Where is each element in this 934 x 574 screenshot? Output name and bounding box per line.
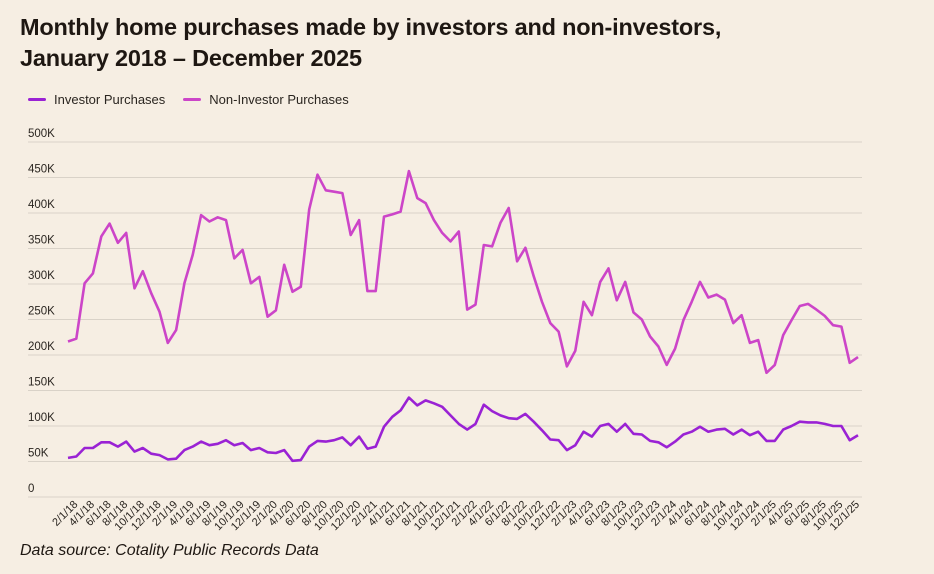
y-tick-label: 200K	[28, 341, 55, 353]
y-tick-label: 50K	[28, 448, 49, 460]
y-tick-label: 500K	[28, 128, 55, 140]
y-tick-label: 0	[28, 483, 34, 495]
data-source-note: Data source: Cotality Public Records Dat…	[20, 542, 319, 559]
chart-title-line-1: Monthly home purchases made by investors…	[20, 14, 722, 40]
y-tick-label: 300K	[28, 270, 55, 282]
legend-item-non-investor: Non-Investor Purchases	[183, 92, 349, 107]
y-tick-label: 450K	[28, 164, 55, 176]
y-tick-label: 250K	[28, 306, 55, 318]
legend-swatch-non-investor	[183, 98, 202, 101]
legend-item-investor: Investor Purchases	[28, 92, 165, 107]
chart-title: Monthly home purchases made by investors…	[20, 12, 721, 74]
legend-swatch-investor	[28, 98, 46, 101]
non-investor-purchases-line	[67, 169, 859, 375]
y-tick-label: 100K	[28, 412, 55, 424]
chart-title-line-2: January 2018 – December 2025	[20, 45, 362, 71]
legend: Investor Purchases Non-Investor Purchase…	[28, 92, 349, 107]
y-tick-label: 350K	[28, 235, 55, 247]
investor-purchases-line	[67, 396, 859, 463]
legend-label-non-investor: Non-Investor Purchases	[209, 92, 349, 107]
y-tick-label: 400K	[28, 199, 55, 211]
y-tick-label: 150K	[28, 377, 55, 389]
legend-label-investor: Investor Purchases	[54, 92, 166, 107]
